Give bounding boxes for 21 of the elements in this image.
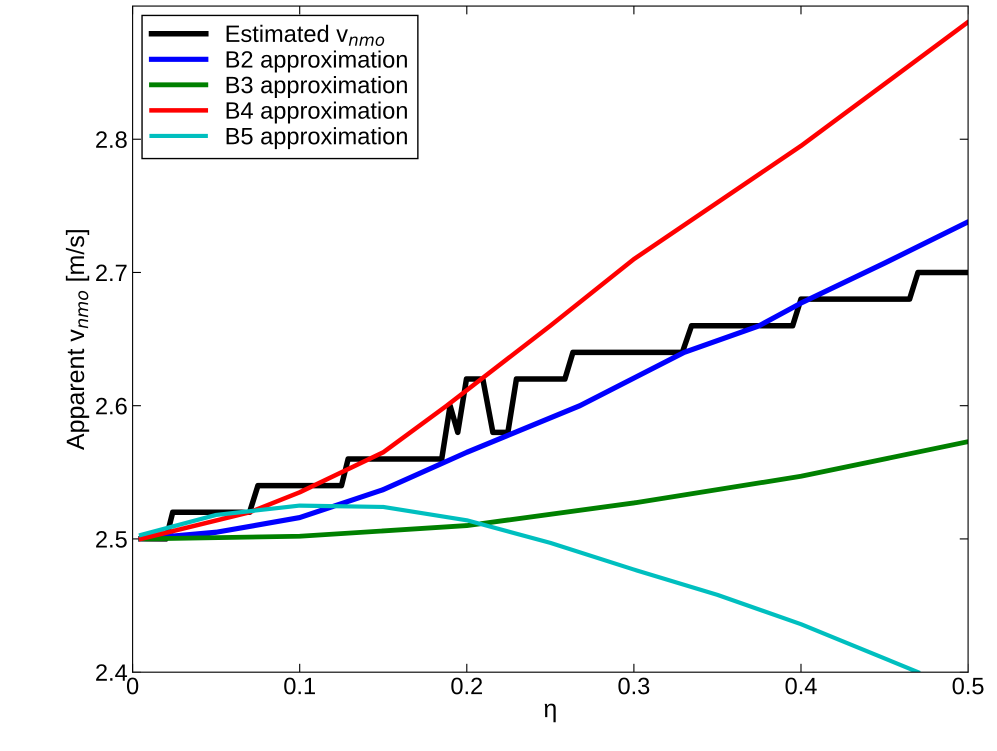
y-tick-label: 2.6: [96, 398, 127, 414]
legend-label: Estimated v$_{nmo}$: [226, 24, 384, 46]
x-tick-label: 0.4: [786, 678, 817, 694]
line-series: [138, 20, 968, 542]
x-tick-label: 0.2: [451, 678, 482, 694]
y-axis-title: Apparent v$_{nmo}$ [m/s]: [66, 230, 90, 450]
line-series: [138, 439, 968, 542]
x-tick-label: 0: [126, 678, 138, 694]
x-tick-label: 0.3: [618, 678, 650, 694]
y-tick-label: 2.7: [96, 264, 127, 282]
x-tick-label: 0.1: [284, 678, 315, 694]
y-tick-label: 2.5: [96, 530, 127, 548]
legend-label: B4 approximation: [226, 102, 407, 124]
x-tick-label: 0.5: [952, 678, 984, 694]
legend-label: B5 approximation: [226, 127, 407, 150]
x-axis-title: η: [544, 704, 556, 722]
y-tick-label: 2.8: [96, 131, 127, 148]
y-tick-label: 2.4: [96, 664, 128, 681]
line-series: [138, 504, 920, 672]
legend-label: B3 approximation: [226, 76, 407, 98]
legend-label: B2 approximation: [226, 50, 407, 72]
